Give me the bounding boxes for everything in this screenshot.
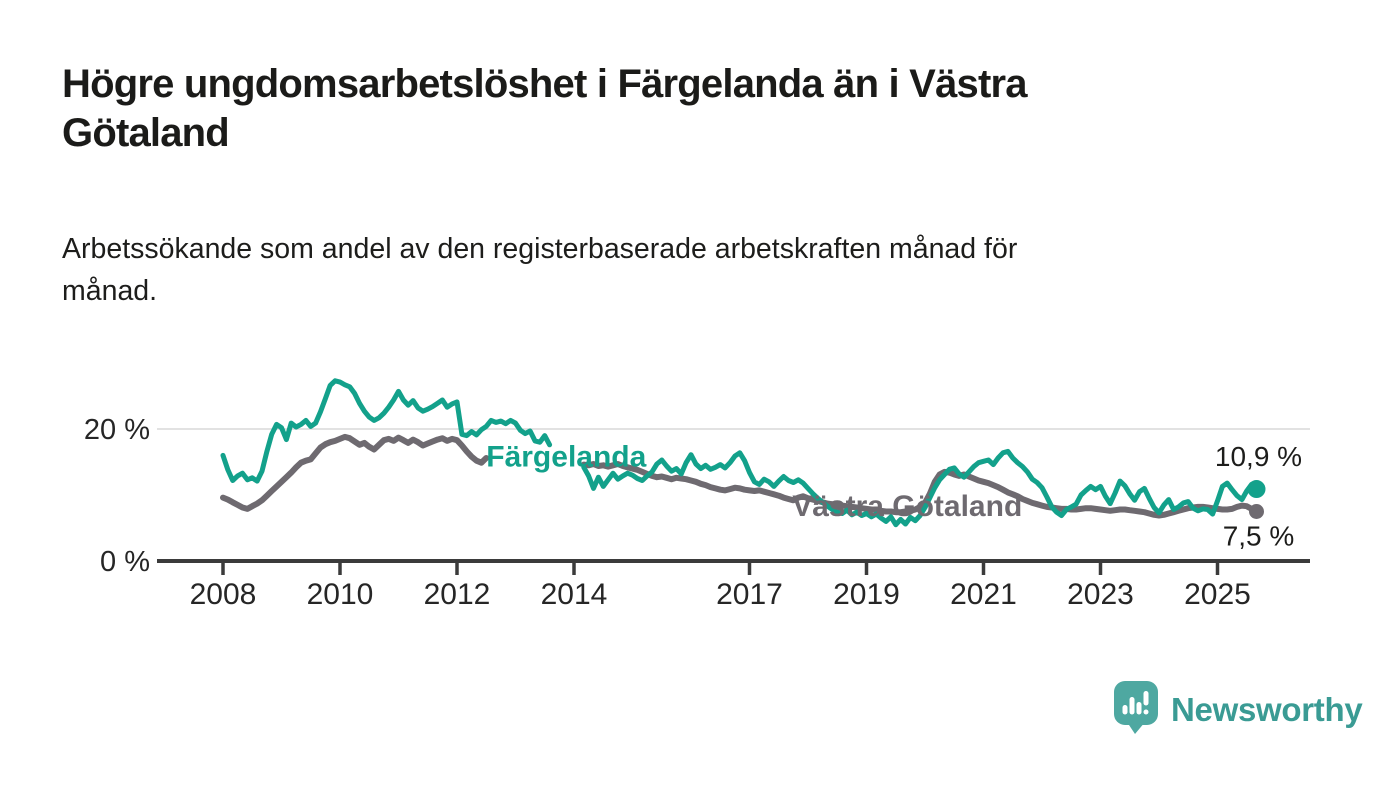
newsworthy-logo-text: Newsworthy: [1171, 690, 1363, 728]
newsworthy-logo: Newsworthy: [1113, 681, 1363, 735]
end-dot-v-stra-g-taland: [1248, 504, 1264, 519]
page-subtitle: Arbetssökande som andel av den registerb…: [62, 233, 1018, 308]
x-axis-label-2012: 2012: [424, 578, 491, 611]
y-axis-label-0: 0 %: [100, 546, 150, 578]
end-value-label-v-stra-g-taland: 7,5 %: [1223, 521, 1295, 552]
x-axis-label-2008: 2008: [190, 578, 257, 611]
series-line-f-rgelanda-seg2: [581, 448, 1259, 528]
x-axis-label-2025: 2025: [1184, 578, 1251, 611]
page-title: Högre ungdomsarbetslöshet i Färgelanda ä…: [62, 62, 1028, 156]
x-axis-label-2019: 2019: [833, 578, 900, 611]
x-axis-label-2017: 2017: [716, 578, 783, 611]
newsworthy-logo-icon: [1114, 681, 1158, 734]
x-axis-label-2014: 2014: [541, 578, 608, 611]
series-label-f-rgelanda: Färgelanda: [486, 441, 646, 474]
x-axis-label-2021: 2021: [950, 578, 1017, 611]
x-axis-label-2010: 2010: [307, 578, 374, 611]
series-line-f-rgelanda-seg1: [220, 378, 553, 484]
x-axis-label-2023: 2023: [1067, 578, 1134, 611]
series-label-v-stra-g-taland: Västra Götaland: [792, 490, 1022, 523]
end-value-label-f-rgelanda: 10,9 %: [1215, 441, 1302, 472]
y-axis-label-20: 20 %: [84, 414, 150, 446]
series-line-v-stra-g-taland-seg2: [580, 461, 1260, 519]
end-dot-f-rgelanda: [1247, 480, 1266, 499]
series-line-v-stra-g-taland-seg1: [220, 433, 490, 512]
